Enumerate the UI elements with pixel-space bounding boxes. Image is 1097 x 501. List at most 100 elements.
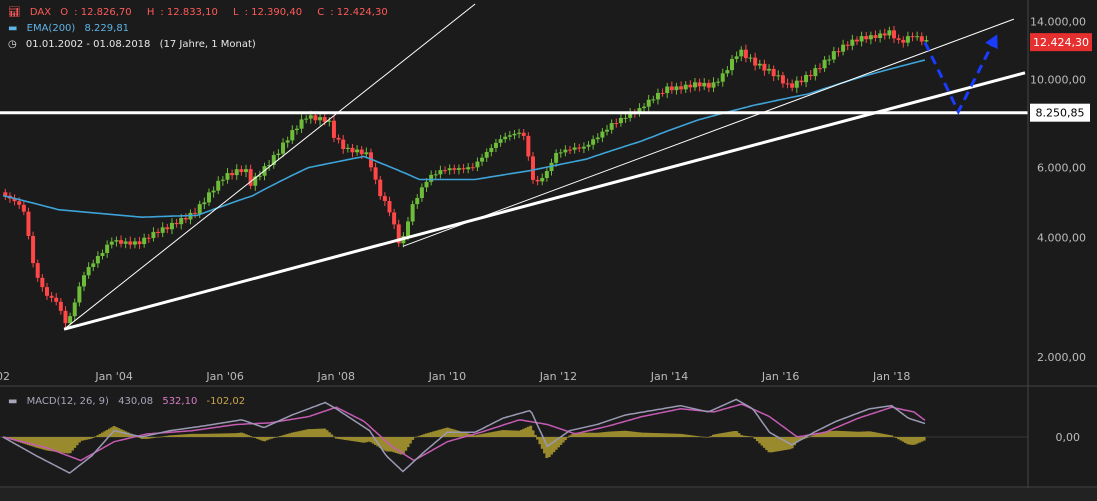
macd-histogram-bar [406,437,410,448]
candle-body [799,80,804,83]
candle-body [294,128,299,131]
macd-histogram-bar [850,431,854,437]
range-legend: ◷ 01.01.2002 - 01.08.2018 (17 Jahre, 1 M… [8,39,262,50]
macd-histogram-bar [40,437,44,450]
macd-histogram-bar [681,434,685,437]
macd-histogram-bar [737,433,741,437]
macd-histogram-bar [411,437,415,440]
candle-body [905,36,910,43]
y-tick-label: 4.000,00 [1037,231,1086,244]
x-tick-label: Jan '18 [872,370,910,383]
macd-histogram-bar [732,431,736,437]
legend-low: L: 12.390,40 [233,7,303,18]
candle-body [614,123,619,125]
macd-histogram-bar [290,432,294,437]
candle-body [817,68,822,70]
macd-histogram-bar [47,437,51,451]
macd-histogram-bar [529,425,533,437]
macd-histogram-bar [249,436,253,437]
macd-histogram-bar [480,433,484,437]
macd-histogram-bar [749,436,753,437]
candle-body [345,147,350,149]
macd-histogram-bar [367,437,371,442]
macd-histogram-bar [184,434,188,437]
candle-body [544,171,549,179]
macd-histogram-bar [864,431,868,437]
macd-histogram-bar [853,431,857,437]
candle-body [577,147,582,149]
macd-histogram-bar [880,433,884,437]
candle-body [461,168,466,170]
macd-histogram-bar [318,428,322,437]
x-tick-label: Jan '10 [428,370,466,383]
candle-body [845,44,850,46]
macd-histogram-bar [742,435,746,437]
macd-histogram-bar [811,435,815,437]
macd-histogram-bar [751,436,755,438]
candle-body [711,82,716,88]
trendline-steep-support [63,3,476,330]
macd-histogram-bar [672,433,676,437]
macd-histogram-bar [674,433,678,437]
candle-body [915,36,920,38]
macd-histogram-bar [70,437,74,451]
candle-body [174,222,179,225]
macd-histogram-bar [501,430,505,437]
macd-histogram-bar [149,437,153,439]
macd-histogram-bar [179,434,183,437]
macd-histogram-bar [212,433,216,437]
candle-body [507,135,512,137]
candle-body [808,74,813,77]
macd-histogram-bar [640,432,644,437]
macd-histogram-bar [214,433,218,437]
macd-histogram-bar [462,432,466,437]
macd-histogram-bar [614,431,618,437]
macd-histogram-bar [404,437,408,451]
candle-body [387,201,392,213]
macd-histogram-bar [323,428,327,437]
candle-body [572,147,577,150]
macd-histogram-bar [510,430,514,437]
macd-histogram-bar [730,431,734,437]
macd-histogram-bar [147,437,151,439]
candlestick-icon: 📊︎ [8,7,21,18]
macd-histogram-bar [691,435,695,437]
macd-histogram-bar [654,433,658,437]
x-tick-label: Jan '14 [650,370,688,383]
macd-histogram-bar [610,431,614,437]
candle-body [35,263,40,278]
macd-histogram-bar [378,437,382,448]
candle-body [780,75,785,84]
candle-body [304,118,309,120]
ema200-line [2,59,926,219]
macd-histogram-bar [670,433,674,437]
candle-body [322,117,327,122]
macd-histogram-bar [806,437,810,438]
macd-histogram-bar [818,433,822,437]
macd-histogram-bar [721,433,725,437]
candle-body [530,156,535,180]
macd-histogram-bar [492,431,496,437]
macd-histogram-bar [20,437,24,443]
macd-histogram-bar [288,433,292,437]
macd-histogram-bar [860,431,864,437]
macd-histogram-bar [408,437,412,444]
macd-histogram-bar [339,437,343,440]
candle-body [623,117,628,119]
candle-body [595,137,600,140]
price-pane [0,3,1028,331]
candle-body [109,241,114,245]
candle-body [211,190,216,193]
macd-histogram-bar [24,437,28,445]
macd-histogram-bar [857,431,861,437]
macd-histogram-bar [59,437,63,453]
macd-histogram-bar [161,436,165,438]
macd-histogram-bar [15,437,19,442]
macd-histogram-bar [547,437,551,458]
macd-histogram-bar [246,435,250,437]
macd-histogram-bar [552,437,556,453]
candle-body [910,36,915,38]
macd-histogram-bar [269,437,273,439]
candle-body [651,99,656,101]
